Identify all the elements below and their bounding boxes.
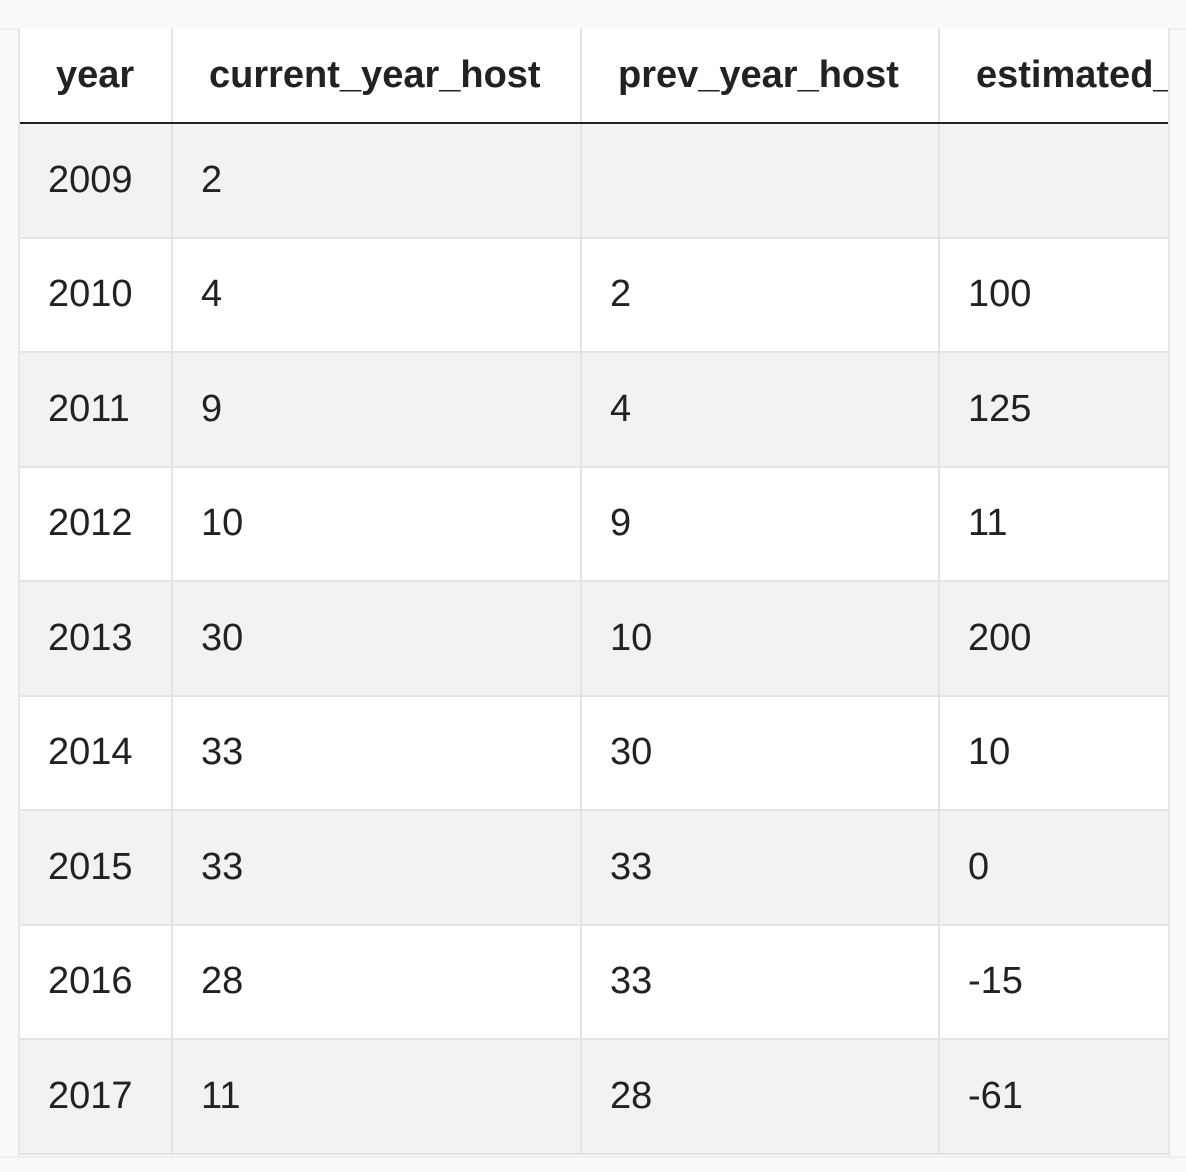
column-header-year[interactable]: year	[20, 28, 173, 124]
table-row: 2017 11 28 -61	[20, 1039, 1168, 1155]
cell-year: 2017	[20, 1039, 173, 1155]
cell-prev-year-host: 30	[581, 695, 940, 811]
cell-estimated: 200	[939, 581, 1168, 697]
cell-current-year-host: 10	[172, 466, 582, 582]
column-header-estimated[interactable]: estimated_	[939, 28, 1168, 124]
table-row: 2013 30 10 200	[20, 581, 1168, 697]
cell-year: 2009	[20, 123, 173, 239]
data-table: year current_year_host prev_year_host es…	[20, 28, 1168, 1155]
cell-current-year-host: 33	[172, 695, 582, 811]
cell-year: 2012	[20, 466, 173, 582]
cell-estimated	[939, 123, 1168, 239]
cell-estimated: 11	[939, 466, 1168, 582]
cell-current-year-host: 30	[172, 581, 582, 697]
cell-current-year-host: 11	[172, 1039, 582, 1155]
cell-year: 2013	[20, 581, 173, 697]
cell-estimated: 100	[939, 237, 1168, 353]
bottom-band	[0, 1156, 1186, 1172]
table-row: 2009 2	[20, 123, 1168, 239]
cell-current-year-host: 28	[172, 924, 582, 1040]
cell-year: 2011	[20, 352, 173, 468]
cell-current-year-host: 33	[172, 810, 582, 926]
cell-prev-year-host: 10	[581, 581, 940, 697]
top-band	[0, 0, 1186, 30]
cell-prev-year-host: 33	[581, 924, 940, 1040]
header-row: year current_year_host prev_year_host es…	[20, 28, 1168, 124]
table-row: 2016 28 33 -15	[20, 924, 1168, 1040]
cell-estimated: 125	[939, 352, 1168, 468]
cell-estimated: 10	[939, 695, 1168, 811]
cell-year: 2016	[20, 924, 173, 1040]
cell-current-year-host: 2	[172, 123, 582, 239]
cell-prev-year-host: 2	[581, 237, 940, 353]
table-row: 2012 10 9 11	[20, 466, 1168, 582]
cell-prev-year-host: 9	[581, 466, 940, 582]
column-header-current-year-host[interactable]: current_year_host	[172, 28, 582, 124]
cell-year: 2015	[20, 810, 173, 926]
table-row: 2015 33 33 0	[20, 810, 1168, 926]
cell-estimated: 0	[939, 810, 1168, 926]
cell-estimated: -61	[939, 1039, 1168, 1155]
cell-prev-year-host: 33	[581, 810, 940, 926]
table-row: 2010 4 2 100	[20, 237, 1168, 353]
cell-current-year-host: 4	[172, 237, 582, 353]
cell-current-year-host: 9	[172, 352, 582, 468]
cell-year: 2014	[20, 695, 173, 811]
cell-estimated: -15	[939, 924, 1168, 1040]
table-scroll-container[interactable]: year current_year_host prev_year_host es…	[18, 28, 1170, 1156]
table-row: 2014 33 30 10	[20, 695, 1168, 811]
cell-prev-year-host: 4	[581, 352, 940, 468]
column-header-prev-year-host[interactable]: prev_year_host	[581, 28, 940, 124]
table-row: 2011 9 4 125	[20, 352, 1168, 468]
cell-year: 2010	[20, 237, 173, 353]
cell-prev-year-host: 28	[581, 1039, 940, 1155]
cell-prev-year-host	[581, 123, 940, 239]
